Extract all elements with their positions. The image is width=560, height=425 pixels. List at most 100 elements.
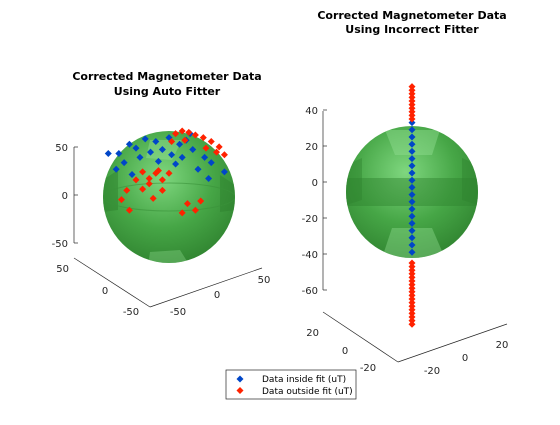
outside-fit-point	[408, 317, 416, 325]
inside-fit-point	[408, 133, 416, 141]
left-z-tick-label: 0	[62, 191, 68, 202]
inside-fit-point	[178, 153, 186, 161]
inside-fit-point	[207, 159, 215, 167]
outside-fit-point	[408, 270, 416, 278]
left-y-tick-label: 0	[102, 286, 108, 297]
inside-fit-point	[408, 140, 416, 148]
outside-fit-point	[181, 136, 189, 144]
outside-fit-point	[132, 176, 140, 184]
left-x-tick-label: 50	[258, 275, 271, 286]
outside-fit-point	[408, 295, 416, 303]
right-z-tick-label: 0	[312, 178, 318, 189]
right-z-tick-label: -40	[302, 250, 318, 261]
inside-fit-point	[408, 227, 416, 235]
inside-fit-point	[205, 175, 213, 183]
outside-fit-point	[408, 90, 416, 98]
inside-fit-point	[154, 157, 162, 165]
inside-fit-point	[408, 176, 416, 184]
right-y-tick-label: 0	[342, 346, 348, 357]
inside-fit-point	[136, 153, 144, 161]
inside-fit-point	[408, 191, 416, 199]
inside-fit-point	[220, 168, 228, 176]
inside-fit-point	[408, 241, 416, 249]
inside-fit-point	[201, 153, 209, 161]
left-fit-sphere	[103, 131, 235, 263]
legend-inside-label: Data inside fit (uT)	[262, 375, 346, 385]
outside-fit-point	[145, 175, 153, 183]
right-plot: Corrected Magnetometer Data Using Incorr…	[302, 9, 509, 377]
inside-fit-point	[168, 151, 176, 159]
outside-fit-point	[408, 277, 416, 285]
inside-fit-point	[132, 144, 140, 152]
inside-fit-point	[408, 234, 416, 242]
outside-fit-point	[408, 263, 416, 271]
inside-fit-point	[408, 183, 416, 191]
right-z-tick-label: -60	[302, 286, 318, 297]
inside-fit-point	[408, 126, 416, 134]
inside-fit-point	[189, 145, 197, 153]
outside-fit-point	[199, 134, 207, 142]
outside-fit-point	[408, 281, 416, 289]
outside-fit-point	[408, 83, 416, 91]
outside-fit-point	[139, 168, 147, 176]
inside-fit-point	[408, 212, 416, 220]
outside-fit-point	[408, 291, 416, 299]
right-x-tick-label: 0	[462, 353, 468, 364]
left-title-line2: Using Auto Fitter	[114, 85, 221, 98]
left-z-tick-label: 50	[55, 143, 68, 154]
inside-fit-point	[115, 149, 123, 157]
inside-fit-point	[408, 155, 416, 163]
outside-fit-point	[185, 128, 193, 136]
right-z-tick-label: -20	[302, 214, 318, 225]
inside-fit-point	[408, 248, 416, 256]
outside-fit-point	[408, 299, 416, 307]
inside-fit-point	[172, 160, 180, 168]
outside-fit-point	[408, 273, 416, 281]
inside-fit-point	[141, 135, 149, 143]
left-y-tick-label: 50	[56, 264, 69, 275]
left-x-tick-label: 0	[214, 290, 220, 301]
outside-fit-point	[117, 196, 125, 204]
outside-fit-point	[123, 186, 131, 194]
outside-fit-point	[145, 180, 153, 188]
right-y-axis	[322, 311, 399, 363]
inside-fit-point	[408, 219, 416, 227]
inside-fit-point	[128, 171, 136, 179]
outside-fit-point	[220, 151, 228, 159]
inside-fit-point	[408, 205, 416, 213]
outside-fit-point	[207, 138, 215, 146]
inside-fit-point	[194, 165, 202, 173]
outside-fit-point	[178, 209, 186, 217]
outside-fit-point	[408, 111, 416, 119]
outside-fit-point	[158, 186, 166, 194]
outside-fit-point	[158, 176, 166, 184]
outside-fit-point	[165, 169, 173, 177]
outside-fit-point	[172, 130, 180, 138]
left-plot: Corrected Magnetometer Data Using Auto F…	[52, 70, 271, 318]
outside-fit-point	[408, 104, 416, 112]
legend-outside-marker	[236, 387, 244, 394]
inside-fit-point	[104, 149, 112, 157]
outside-fit-point	[213, 148, 221, 156]
outside-fit-point	[168, 138, 176, 146]
outside-fit-point	[183, 200, 191, 208]
outside-fit-point	[408, 284, 416, 292]
legend-outside-label: Data outside fit (uT)	[262, 387, 353, 397]
inside-fit-point	[152, 138, 160, 146]
outside-fit-point	[202, 144, 210, 152]
inside-fit-point	[176, 140, 184, 148]
outside-fit-point	[149, 194, 157, 202]
left-z-tick-label: -50	[52, 239, 68, 250]
outside-fit-point	[178, 127, 186, 135]
inside-fit-point	[408, 119, 416, 127]
inside-fit-point	[120, 159, 128, 167]
outside-fit-point	[408, 288, 416, 296]
outside-fit-point	[191, 131, 199, 139]
legend: Data inside fit (uT) Data outside fit (u…	[225, 369, 357, 400]
outside-fit-point	[408, 101, 416, 109]
outside-fit-point	[408, 97, 416, 105]
outside-fit-point	[215, 143, 223, 151]
outside-fit-point	[408, 108, 416, 116]
outside-fit-point	[408, 302, 416, 310]
